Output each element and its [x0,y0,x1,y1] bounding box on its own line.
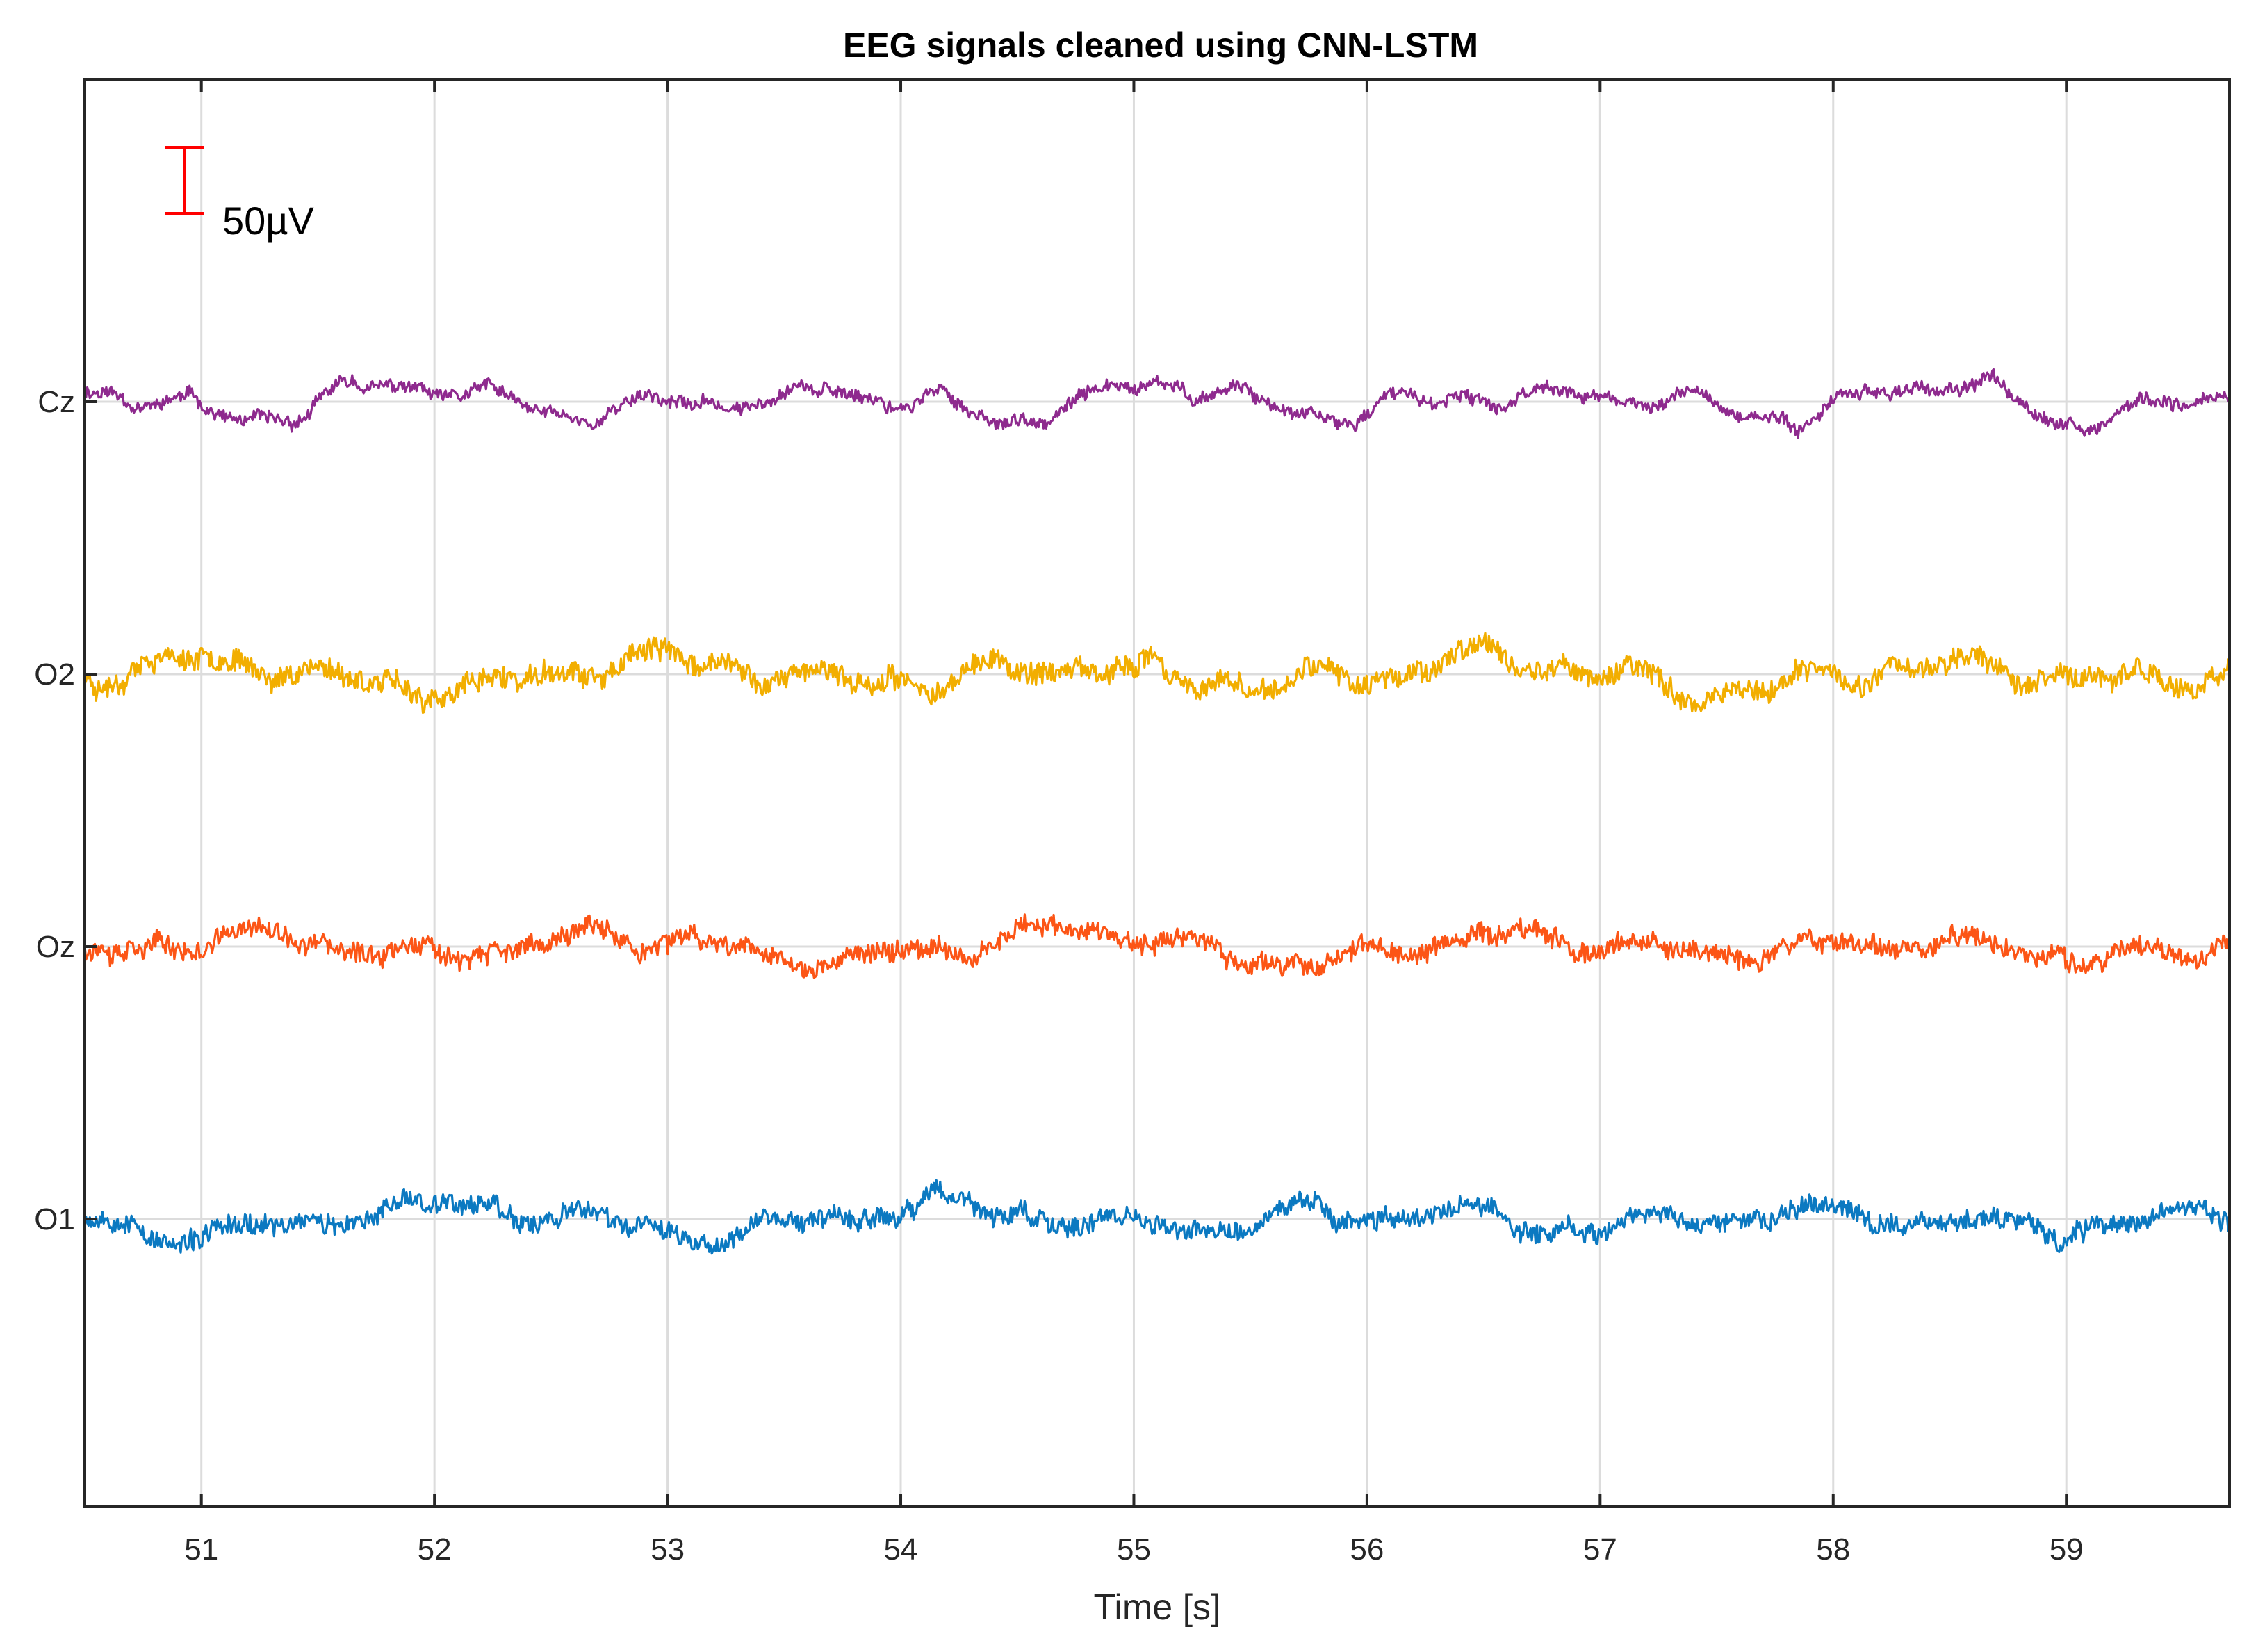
x-tick-label: 52 [418,1532,452,1567]
y-tick-label-o1: O1 [34,1202,75,1236]
x-tick-label: 57 [1583,1532,1617,1567]
plot-frame [83,78,2231,1508]
y-tick-label-o2: O2 [34,657,75,692]
x-tick-label: 58 [1816,1532,1850,1567]
x-axis-label: Time [s] [1094,1587,1221,1628]
chart-title: EEG signals cleaned using CNN-LSTM [843,26,1478,65]
trace-o2 [83,632,2231,714]
vertical-gridlines [200,79,2068,1507]
y-tick-label-oz: Oz [36,930,75,964]
trace-o1 [83,1179,2231,1255]
x-tick-label: 51 [184,1532,218,1567]
x-tick-label: 53 [651,1532,685,1567]
scale-bar-label: 50µV [222,199,315,243]
y-tick-label-cz: Cz [38,385,75,419]
x-tick-label: 55 [1117,1532,1151,1567]
trace-cz [83,368,2231,439]
x-tick-label: 56 [1350,1532,1384,1567]
x-tick-label: 59 [2050,1532,2084,1567]
scale-bar: 50µV [165,146,315,243]
eeg-traces [83,368,2231,1255]
y-axis-ticks: Cz O2 Oz O1 [34,385,97,1236]
x-axis-ticks: 51 52 53 54 55 56 57 58 59 [184,79,2084,1567]
x-tick-label: 54 [884,1532,918,1567]
trace-oz [83,913,2231,979]
